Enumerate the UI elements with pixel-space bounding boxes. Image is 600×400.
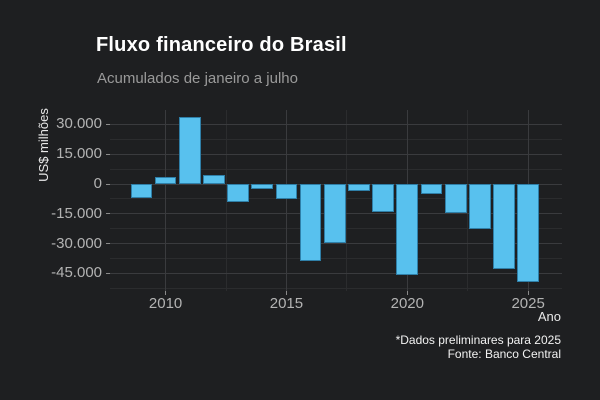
bar-2010: [154, 177, 177, 184]
bar-2024: [493, 184, 515, 270]
x-major-gridline: [285, 110, 287, 291]
bar-2013: [227, 184, 249, 202]
x-tick-mark: [165, 291, 167, 295]
x-tick-mark: [406, 291, 408, 295]
x-major-gridline: [165, 110, 167, 291]
x-axis-title: Ano: [537, 309, 561, 324]
x-minor-gridline: [346, 110, 348, 291]
x-tick-label: 2010: [148, 295, 183, 312]
y-minor-gridline: [110, 138, 562, 140]
y-major-gridline: [110, 123, 562, 125]
y-tick-label: -15.000: [51, 204, 102, 222]
bar-2019: [372, 184, 394, 212]
y-minor-gridline: [110, 287, 562, 289]
y-major-gridline: [110, 272, 562, 274]
x-tick-mark: [285, 291, 287, 295]
y-major-gridline: [110, 153, 562, 155]
bar-2015: [275, 184, 298, 199]
y-tick-mark: [106, 123, 110, 125]
bar-2022: [444, 184, 467, 213]
bar-2011: [178, 117, 201, 184]
bar-2021: [420, 184, 443, 194]
x-tick-label: 2025: [511, 295, 545, 312]
caption-source: Fonte: Banco Central: [447, 346, 561, 361]
y-tick-mark: [106, 272, 110, 274]
x-minor-gridline: [467, 110, 469, 291]
bar-2012: [203, 175, 225, 184]
y-minor-gridline: [110, 258, 562, 259]
bar-2014: [251, 184, 274, 189]
plot-panel: [110, 110, 562, 291]
caption-note: *Dados preliminares para 2025: [395, 333, 561, 347]
y-tick-mark: [106, 213, 110, 215]
y-major-gridline: [110, 243, 562, 245]
x-tick-mark: [527, 291, 529, 295]
x-minor-gridline: [225, 110, 227, 291]
bar-2017: [323, 184, 346, 243]
bar-2025: [517, 184, 540, 283]
y-tick-label: 15.000: [56, 145, 102, 163]
chart-caption: *Dados preliminares para 2025 Fonte: Ban…: [395, 333, 561, 361]
y-tick-label: -30.000: [51, 234, 102, 252]
bar-2016: [299, 184, 322, 262]
y-minor-gridline: [110, 168, 562, 170]
bar-2009: [130, 184, 153, 198]
y-tick-label: 0: [93, 175, 102, 192]
y-tick-label: 30.000: [56, 115, 102, 133]
y-tick-mark: [106, 243, 110, 245]
x-tick-label: 2015: [269, 295, 304, 312]
x-tick-label: 2020: [390, 295, 424, 312]
bar-2020: [396, 184, 419, 276]
bar-2018: [348, 184, 370, 191]
chart-subtitle: Acumulados de janeiro a julho: [97, 70, 298, 87]
y-tick-mark: [106, 183, 110, 185]
chart-title: Fluxo financeiro do Brasil: [96, 34, 347, 56]
bar-2023: [468, 184, 491, 229]
y-tick-mark: [106, 153, 110, 155]
y-tick-label: -45.000: [51, 264, 102, 282]
